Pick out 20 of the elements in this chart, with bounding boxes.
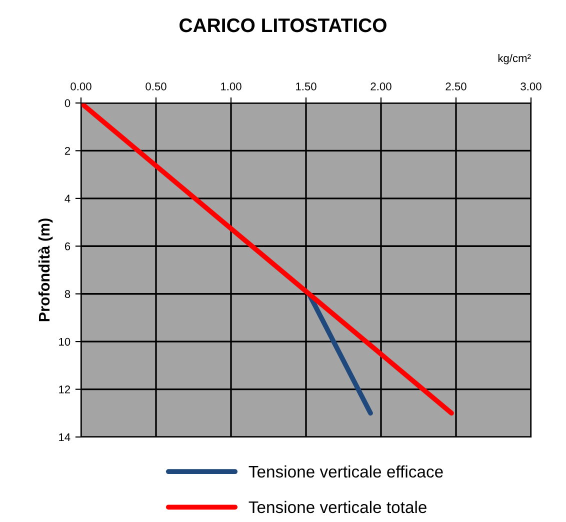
legend-label: Tensione verticale efficace xyxy=(248,465,443,478)
x-tick-label: 3.00 xyxy=(520,82,542,90)
x-tick-label: 2.00 xyxy=(370,82,392,90)
y-tick-label: 0 xyxy=(64,99,70,108)
y-tick-label: 10 xyxy=(59,338,70,346)
y-tick-label: 2 xyxy=(64,146,70,155)
x-tick-label: 2.50 xyxy=(446,82,466,90)
y-tick-label: 12 xyxy=(59,386,70,394)
y-axis-title: Profondità (m) xyxy=(38,218,53,322)
y-tick-label: 14 xyxy=(59,433,70,442)
x-tick-label: 0.50 xyxy=(146,82,166,90)
y-tick-label: 6 xyxy=(64,242,70,250)
chart-title: CARICO LITOSTATICO xyxy=(180,18,386,32)
y-tick-label: 8 xyxy=(64,290,70,298)
x-tick-label: 1.50 xyxy=(296,82,316,90)
y-tick-label: 4 xyxy=(64,194,70,202)
x-axis-title: kg/cm² xyxy=(498,54,531,64)
x-tick-label: 0.00 xyxy=(70,82,92,90)
legend-label: Tensione verticale totale xyxy=(248,500,426,514)
x-tick-label: 1.00 xyxy=(221,82,242,90)
